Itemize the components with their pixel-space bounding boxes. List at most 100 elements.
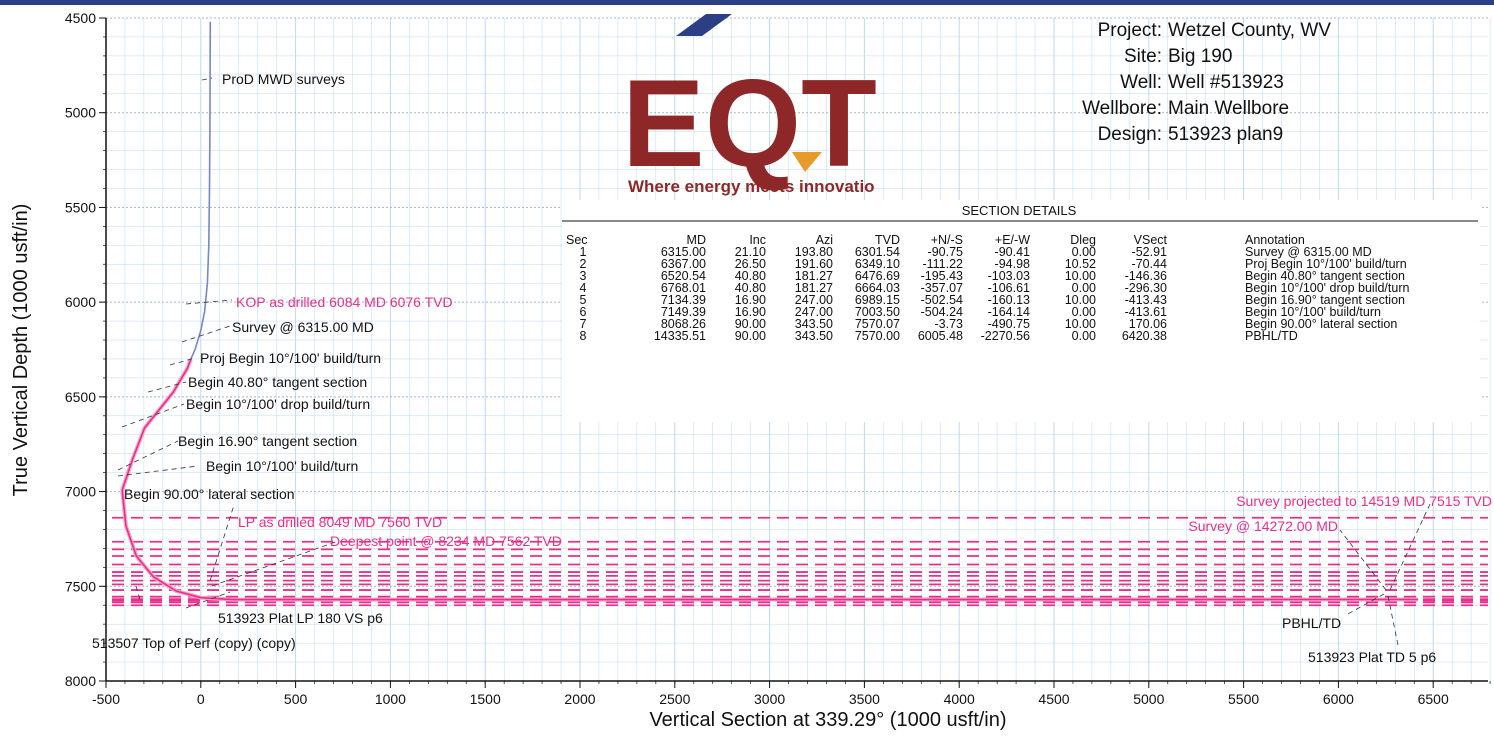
- plan-wellpath-line: [121, 359, 1419, 601]
- annotation-deepest-point: Deepest point @ 8234 MD 7562 TVD: [330, 533, 562, 549]
- y-tick-label: 7000: [65, 484, 96, 500]
- site-label: Site:: [1124, 46, 1162, 67]
- section-table-cell: PBHL/TD: [1245, 329, 1298, 343]
- section-table-cell: 8: [580, 329, 587, 343]
- section-table-cell: Survey @ 6315.00 MD: [1245, 245, 1372, 259]
- x-tick-label: 5000: [1133, 691, 1164, 707]
- leader-projected: [1389, 503, 1431, 591]
- annotations: ProD MWD surveys KOP as drilled 6084 MD …: [92, 71, 1492, 665]
- section-table-cell: 0.00: [1072, 281, 1096, 295]
- axes: -500 0 500 1000 1500 2000 2500 3000 3500 4000 4500…: [10, 10, 1491, 731]
- x-tick-label: 3500: [849, 691, 880, 707]
- section-table-cell: 6476.69: [855, 269, 900, 283]
- section-table-cell: -490.75: [988, 317, 1030, 331]
- section-table-cell: 4: [580, 281, 587, 295]
- leader-plat-td: [1387, 595, 1399, 646]
- section-table-cell: 0.00: [1072, 329, 1096, 343]
- section-table-cell: -90.75: [928, 245, 963, 259]
- section-table-cell: -70.44: [1132, 257, 1167, 271]
- section-table-cell: Begin 16.90° tangent section: [1245, 293, 1405, 307]
- leader-lines: [117, 77, 1431, 646]
- section-table-header-cell: VSect: [1134, 233, 1168, 247]
- section-table-cell: 90.00: [735, 317, 766, 331]
- section-table-cell: 40.80: [735, 281, 766, 295]
- section-table-cell: -3.73: [935, 317, 964, 331]
- x-tick-label: 2000: [564, 691, 595, 707]
- section-table-cell: -357.07: [921, 281, 963, 295]
- section-table-cell: 181.27: [795, 281, 833, 295]
- section-table-cell: 0.00: [1072, 305, 1096, 319]
- section-table-cell: -160.13: [988, 293, 1030, 307]
- logo-text: EQT: [622, 55, 877, 193]
- section-table-cell: -146.36: [1125, 269, 1167, 283]
- section-table-cell: 5: [580, 293, 587, 307]
- section-table-cell: 7134.39: [661, 293, 706, 307]
- x-tick-label: 5500: [1228, 691, 1259, 707]
- leader-kop: [185, 299, 233, 305]
- annotation-tangent-40: Begin 40.80° tangent section: [188, 374, 367, 390]
- y-tick-label: 8000: [65, 673, 96, 689]
- annotation-survey-6315: Survey @ 6315.00 MD: [232, 319, 374, 335]
- series-group: [120, 21, 1419, 602]
- section-table-cell: 6520.54: [661, 269, 706, 283]
- section-table-cell: 7570.07: [855, 317, 900, 331]
- annotation-mwd-surveys: ProD MWD surveys: [222, 71, 345, 87]
- x-tick-label: 4500: [1038, 691, 1069, 707]
- section-table-background: [562, 200, 1480, 422]
- section-table-cell: 10.00: [1065, 269, 1096, 283]
- y-tick-label: 5500: [65, 199, 96, 215]
- project-value: Wetzel County, WV: [1168, 20, 1331, 41]
- wellbore-value: Main Wellbore: [1168, 98, 1289, 119]
- annotation-lateral: Begin 90.00° lateral section: [124, 486, 295, 502]
- section-table-cell: 343.50: [795, 329, 833, 343]
- leader-tangent: [147, 381, 187, 393]
- section-table-cell: 6989.15: [855, 293, 900, 307]
- section-table-cell: 10.00: [1065, 317, 1096, 331]
- y-tick-label: 6500: [65, 389, 96, 405]
- section-table-cell: -504.24: [921, 305, 963, 319]
- x-tick-label: 500: [284, 691, 308, 707]
- logo-tagline: Where energy meets innovatio: [628, 177, 875, 196]
- section-table-cell: 3: [580, 269, 587, 283]
- section-table-cell: 191.60: [795, 257, 833, 271]
- x-tick-label: 1000: [375, 691, 406, 707]
- section-table-cell: 8068.26: [661, 317, 706, 331]
- section-table-header: Sec MD Inc Azi TVD +N/-S +E/-W Dleg VSect Annotat…: [566, 233, 1305, 247]
- section-table-cell: 16.90: [735, 293, 766, 307]
- section-table-cell: 193.80: [795, 245, 833, 259]
- target-lines: [112, 516, 1488, 607]
- section-table-cell: -2270.56: [981, 329, 1030, 343]
- annotation-pbhl-td: PBHL/TD: [1282, 615, 1341, 631]
- section-table-cell: 170.06: [1129, 317, 1167, 331]
- design-value: 513923 plan9: [1168, 124, 1283, 145]
- section-table-cell: 14335.51: [654, 329, 706, 343]
- section-table-cell: 7149.39: [661, 305, 706, 319]
- section-table-cell: -195.43: [921, 269, 963, 283]
- annotation-kop: KOP as drilled 6084 MD 6076 TVD: [236, 294, 453, 310]
- wellbore-label: Wellbore:: [1082, 98, 1162, 119]
- leader-pbhl: [1345, 593, 1385, 616]
- design-label: Design:: [1098, 124, 1162, 145]
- section-table-header-cell: Azi: [816, 233, 833, 247]
- x-tick-label: 1500: [470, 691, 501, 707]
- section-table-cell: 181.27: [795, 269, 833, 283]
- annotation-plat-td: 513923 Plat TD 5 p6: [1308, 649, 1436, 665]
- section-table-cell: 6: [580, 305, 587, 319]
- section-table-cell: -502.54: [921, 293, 963, 307]
- top-border-bar: [0, 0, 1494, 5]
- section-table-cell: 7: [580, 317, 587, 331]
- leader-proj: [169, 357, 196, 366]
- section-table-cell: Begin 10°/100' drop build/turn: [1245, 281, 1409, 295]
- section-table-header-cell: Sec: [566, 233, 588, 247]
- section-table-header-cell: Annotation: [1245, 233, 1305, 247]
- annotation-top-of-perf: 513507 Top of Perf (copy) (copy): [92, 635, 296, 651]
- section-table-cell: Proj Begin 10°/100' build/turn: [1245, 257, 1407, 271]
- y-axis-title: True Vertical Depth (1000 usft/in): [10, 204, 32, 497]
- annotation-tangent-16: Begin 16.90° tangent section: [178, 433, 357, 449]
- leader-survey: [181, 325, 231, 343]
- section-table-cell: 6349.10: [855, 257, 900, 271]
- section-details-table: SECTION DETAILS Sec MD Inc Azi TVD +N/-S +E/-W…: [562, 200, 1480, 422]
- y-axis-ticks: 4500 5000 5500 6000 6500 7000 7500 8000: [65, 10, 106, 689]
- section-table-cell: -52.91: [1132, 245, 1167, 259]
